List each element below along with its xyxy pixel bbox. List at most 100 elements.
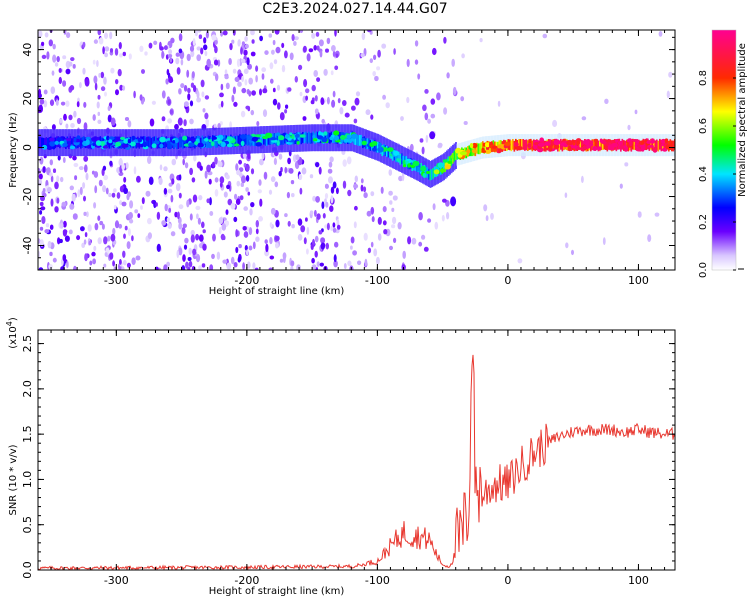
colorbar-label: Normalized spectral amplitude: [737, 43, 748, 197]
noise-speckle: [76, 117, 82, 125]
noise-speckle: [233, 216, 238, 223]
ridge-blob: [65, 138, 72, 142]
noise-speckle: [65, 68, 71, 75]
noise-speckle: [314, 235, 319, 243]
ridge-blob: [471, 149, 477, 154]
noise-speckle: [330, 186, 335, 194]
noise-speckle: [133, 90, 136, 99]
noise-speckle: [276, 84, 281, 91]
ridge-core: [311, 132, 313, 144]
noise-speckle: [89, 260, 93, 266]
ridge-blob: [660, 138, 666, 144]
noise-speckle: [311, 257, 315, 264]
noise-speckle: [270, 176, 276, 183]
noise-speckle: [190, 229, 195, 236]
noise-speckle: [195, 205, 201, 211]
noise-speckle: [316, 77, 321, 82]
ridge-core: [644, 139, 646, 150]
noise-speckle: [418, 241, 423, 247]
noise-speckle: [76, 101, 80, 108]
ridge-core: [182, 137, 184, 149]
noise-speckle: [382, 220, 387, 226]
noise-speckle: [401, 173, 405, 182]
noise-speckle: [39, 210, 43, 215]
noise-speckle: [290, 260, 295, 267]
noise-speckle: [391, 224, 396, 229]
ridge-core: [606, 140, 609, 152]
noise-speckle: [256, 121, 260, 127]
ridge-blob: [471, 142, 478, 149]
noise-speckle: [72, 213, 78, 220]
noise-speckle: [63, 220, 67, 228]
ridge-core: [594, 140, 597, 151]
noise-speckle: [79, 82, 82, 89]
noise-speckle: [419, 138, 424, 143]
ridge-blob: [233, 143, 240, 147]
ridge-core: [593, 139, 595, 151]
noise-speckle: [353, 221, 357, 229]
noise-speckle: [62, 254, 67, 262]
noise-speckle: [93, 75, 98, 84]
noise-speckle: [52, 54, 57, 63]
ridge-core: [596, 139, 598, 150]
noise-speckle: [214, 177, 219, 183]
noise-speckle: [49, 99, 55, 106]
colorbar-tick-label: 0.4: [698, 166, 709, 182]
ridge-blob: [576, 140, 580, 146]
noise-speckle: [406, 58, 410, 68]
noise-speckle: [50, 198, 54, 207]
noise-speckle: [240, 47, 243, 55]
noise-speckle: [355, 91, 361, 97]
noise-speckle: [76, 235, 81, 241]
noise-speckle: [389, 200, 393, 205]
noise-speckle: [240, 182, 244, 187]
noise-speckle: [129, 218, 134, 224]
noise-speckle: [181, 265, 186, 270]
noise-speckle: [332, 51, 336, 57]
x-tick-label: 0: [504, 274, 511, 287]
noise-speckle: [222, 30, 228, 36]
noise-speckle: [335, 229, 340, 234]
noise-speckle: [190, 50, 195, 58]
noise-speckle: [46, 187, 52, 193]
ridge-blob: [377, 146, 384, 153]
noise-speckle: [114, 220, 120, 229]
noise-speckle: [119, 53, 123, 58]
ridge-blob: [466, 149, 471, 154]
noise-speckle: [96, 101, 100, 109]
noise-speckle: [147, 217, 152, 225]
noise-speckle: [373, 248, 378, 257]
noise-speckle: [97, 215, 101, 221]
noise-speckle: [241, 175, 246, 184]
noise-speckle: [337, 98, 341, 104]
noise-speckle: [44, 229, 50, 234]
noise-speckle: [255, 75, 258, 83]
noise-speckle: [166, 261, 171, 267]
ridge-core: [545, 140, 547, 152]
noise-speckle: [318, 39, 324, 47]
ridge-core: [149, 136, 151, 148]
noise-speckle: [58, 238, 63, 244]
noise-speckle: [141, 69, 145, 74]
noise-speckle: [242, 226, 247, 231]
noise-speckle: [122, 85, 126, 91]
noise-speckle: [273, 59, 278, 65]
noise-speckle: [407, 236, 412, 245]
noise-speckle: [393, 237, 397, 243]
noise-speckle: [302, 116, 307, 121]
ridge-blob: [220, 141, 226, 148]
noise-speckle: [159, 46, 164, 51]
noise-speckle: [248, 77, 253, 85]
ridge-core: [71, 138, 73, 150]
noise-speckle: [463, 121, 468, 125]
noise-speckle: [209, 197, 212, 206]
noise-speckle: [382, 206, 387, 213]
noise-speckle: [321, 118, 326, 124]
noise-speckle: [39, 226, 44, 231]
ridge-core: [177, 138, 180, 150]
noise-speckle: [297, 234, 303, 241]
noise-speckle: [38, 88, 42, 97]
noise-speckle: [385, 102, 390, 109]
noise-speckle: [279, 258, 284, 263]
ridge-tail: [429, 131, 436, 140]
